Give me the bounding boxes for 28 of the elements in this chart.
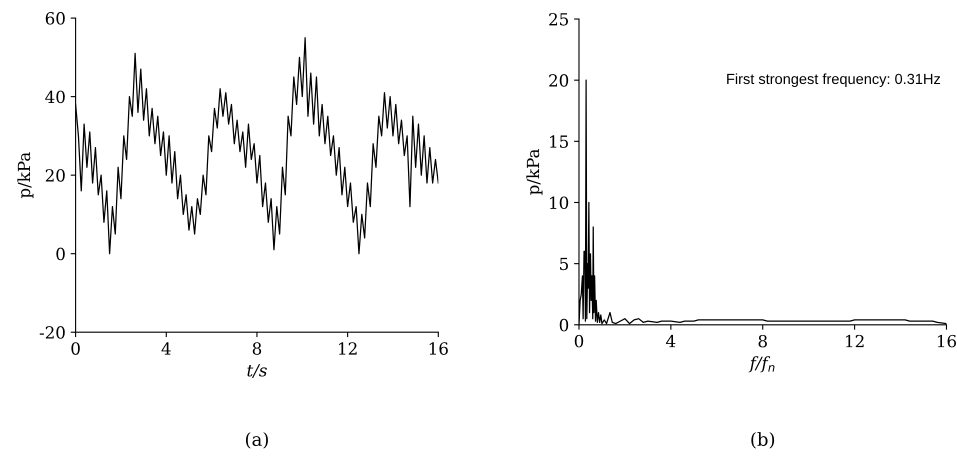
- x-tick-label: 4: [161, 342, 171, 355]
- x-tick-label: 0: [574, 334, 584, 348]
- y-tick-label: 5: [560, 258, 568, 270]
- x-tick-label: 4: [666, 334, 676, 348]
- y-tick-label: 10: [550, 196, 568, 210]
- y-tick-label: 0: [560, 318, 568, 332]
- x-axis-title: f/f$_{n}$: [748, 356, 774, 372]
- y-axis-title: p/kPa: [17, 152, 34, 198]
- y-tick-label: -20: [40, 326, 65, 339]
- y-tick-label: 20: [549, 74, 568, 87]
- annotation: First strongest frequency: 0.31Hz: [727, 73, 940, 87]
- text: (a): [246, 432, 268, 449]
- x-tick-label: 16: [430, 342, 448, 355]
- text: (b): [751, 432, 774, 449]
- x-tick-label: 8: [252, 342, 262, 355]
- y-tick-label: 60: [46, 12, 65, 25]
- x-axis-title: t/s: [247, 364, 267, 378]
- x-tick-label: 16: [938, 334, 956, 348]
- x-tick-label: 12: [846, 334, 864, 348]
- y-tick-label: 40: [45, 90, 65, 104]
- x-tick-label: 0: [71, 342, 80, 355]
- y-tick-label: 15: [550, 135, 568, 148]
- x-tick-label: 8: [758, 334, 767, 348]
- x-tick-label: 12: [339, 342, 357, 355]
- y-axis-title: p/kPa: [526, 148, 542, 195]
- y-tick-label: 25: [549, 12, 568, 26]
- y-tick-label: 20: [46, 169, 65, 182]
- y-tick-label: 0: [56, 248, 65, 260]
